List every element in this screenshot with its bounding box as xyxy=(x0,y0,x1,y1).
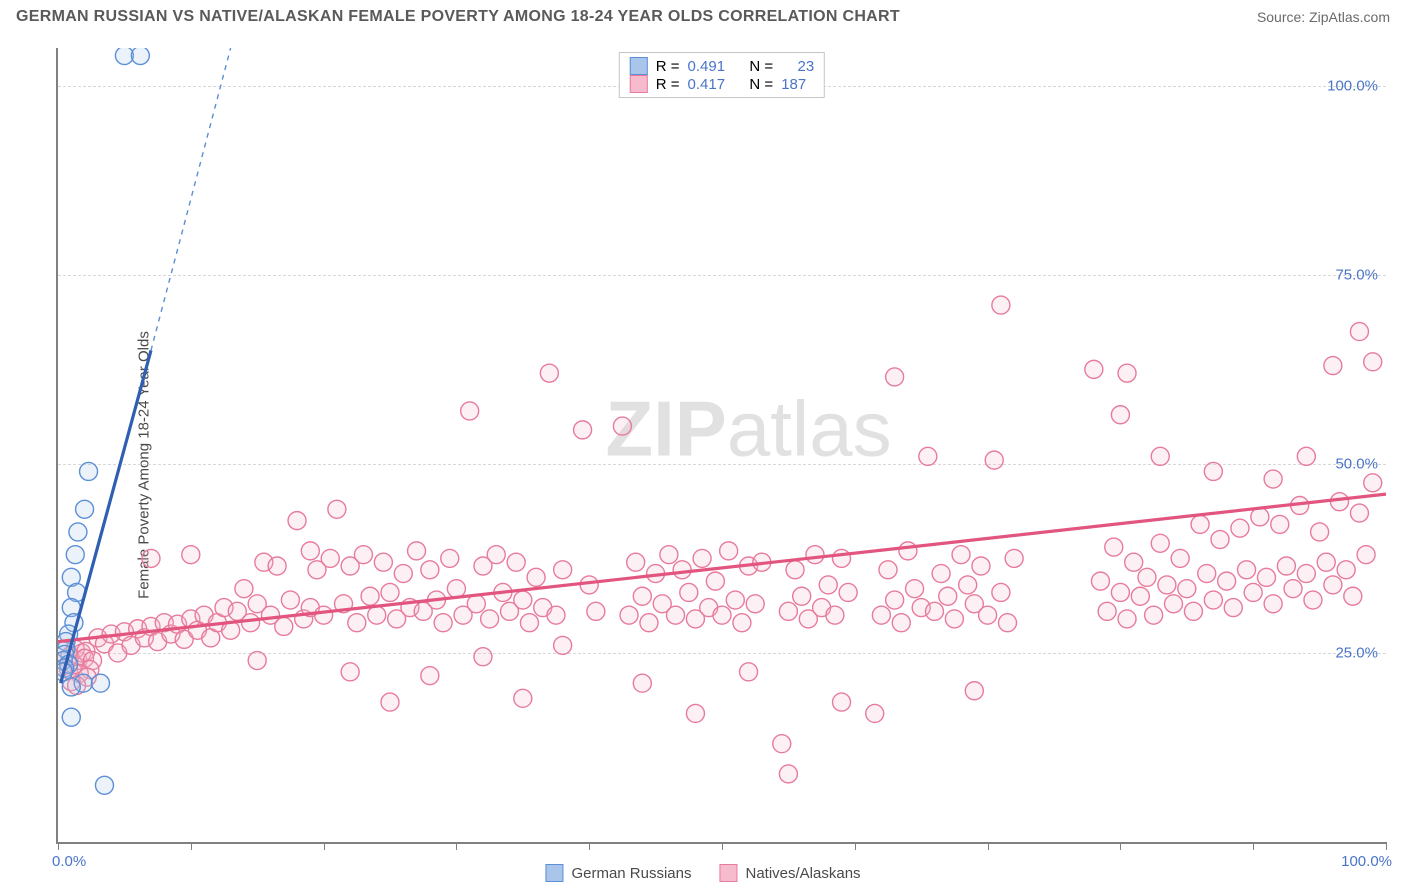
r-label: R = xyxy=(656,58,680,75)
swatch-series-2 xyxy=(630,75,648,93)
n-value-2: 187 xyxy=(781,76,806,93)
x-tick xyxy=(58,842,59,850)
x-tick xyxy=(324,842,325,850)
r-value-1: 0.491 xyxy=(688,58,726,75)
n-label: N = xyxy=(749,76,773,93)
x-tick xyxy=(456,842,457,850)
series-1-name: German Russians xyxy=(571,865,691,882)
swatch-series-2-bottom xyxy=(719,864,737,882)
legend-item-1: German Russians xyxy=(545,864,691,882)
scatter-points xyxy=(58,48,1386,842)
chart-source: Source: ZipAtlas.com xyxy=(1257,9,1390,25)
x-tick xyxy=(855,842,856,850)
legend-row-2: R = 0.417 N = 187 xyxy=(630,75,814,93)
x-tick xyxy=(722,842,723,850)
correlation-legend: R = 0.491 N = 23 R = 0.417 N = 187 xyxy=(619,52,825,98)
x-tick xyxy=(589,842,590,850)
x-tick xyxy=(1253,842,1254,850)
x-tick xyxy=(988,842,989,850)
r-value-2: 0.417 xyxy=(688,76,726,93)
series-2-name: Natives/Alaskans xyxy=(745,865,860,882)
series-legend: German Russians Natives/Alaskans xyxy=(545,864,860,882)
x-tick xyxy=(1386,842,1387,850)
plot-region: ZIPatlas R = 0.491 N = 23 R = 0.417 N = … xyxy=(56,48,1386,844)
r-label: R = xyxy=(656,76,680,93)
n-value-1: 23 xyxy=(798,58,815,75)
x-max-label: 100.0% xyxy=(1341,853,1392,870)
swatch-series-1 xyxy=(630,57,648,75)
legend-row-1: R = 0.491 N = 23 xyxy=(630,57,814,75)
chart-area: Female Poverty Among 18-24 Year Olds ZIP… xyxy=(0,38,1406,892)
chart-title: GERMAN RUSSIAN VS NATIVE/ALASKAN FEMALE … xyxy=(16,8,900,26)
x-min-label: 0.0% xyxy=(52,853,86,870)
x-tick xyxy=(191,842,192,850)
swatch-series-1-bottom xyxy=(545,864,563,882)
chart-header: GERMAN RUSSIAN VS NATIVE/ALASKAN FEMALE … xyxy=(0,0,1406,30)
legend-item-2: Natives/Alaskans xyxy=(719,864,860,882)
x-tick xyxy=(1120,842,1121,850)
n-label: N = xyxy=(749,58,773,75)
